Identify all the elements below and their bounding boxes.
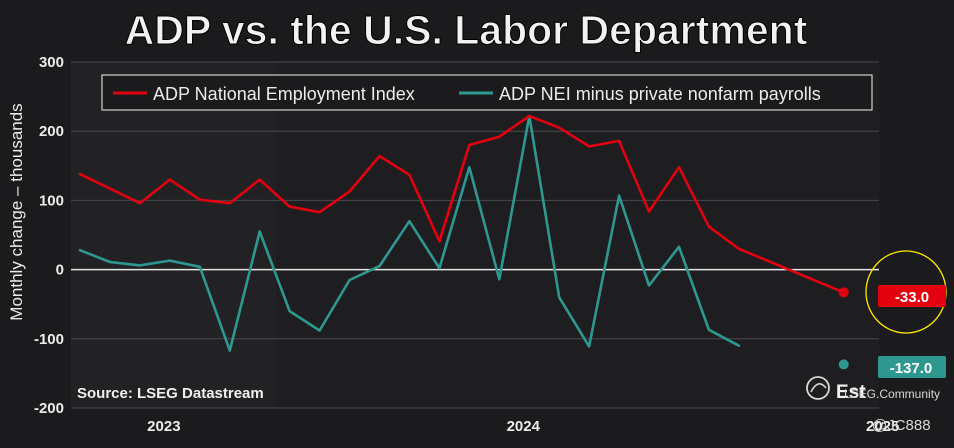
watermark-site: LSEG.Community — [844, 387, 940, 401]
est-label: Est — [836, 382, 866, 403]
legend-label-diff: ADP NEI minus private nonfarm payrolls — [499, 84, 821, 104]
y-tick-label: -100 — [34, 331, 64, 348]
y-tick-label: 200 — [39, 123, 64, 140]
chart-title: ADP vs. the U.S. Labor Department — [125, 7, 808, 53]
y-tick-label: 300 — [39, 54, 64, 71]
y-tick-label: -200 — [34, 400, 64, 417]
watermark: LSEG.Community @JC888 — [806, 376, 940, 434]
estimate-point-adp — [838, 287, 849, 298]
y-tick-label: 0 — [56, 262, 64, 279]
source-note: Source: LSEG Datastream — [77, 385, 264, 402]
est-badge-adp-label: -33.0 — [895, 289, 929, 306]
watermark-logo-mark — [810, 383, 827, 393]
legend-label-adp: ADP National Employment Index — [153, 84, 415, 104]
legend: ADP National Employment Index ADP NEI mi… — [101, 74, 873, 111]
series-line-adp — [78, 114, 741, 251]
est-badge-adp: -33.0 — [878, 285, 946, 307]
x-tick-label: 2024 — [507, 418, 541, 435]
series-layer — [78, 114, 741, 352]
estimate-point-diff — [838, 359, 849, 370]
est-badge-diff-label: -137.0 — [890, 360, 933, 377]
watermark-logo-icon — [806, 376, 830, 400]
est-badge-adp-bg — [878, 285, 946, 307]
x-tick-labels: 2023 2024 2025 — [147, 418, 899, 435]
x-tick-label: 2025 — [866, 418, 899, 435]
estimate-connector-adp — [738, 247, 845, 294]
y-axis-label: Monthly change – thousands — [7, 103, 26, 320]
y-tick-label: 100 — [39, 192, 64, 209]
watermark-handle: @JC888 — [872, 417, 931, 434]
est-badge-diff-bg — [878, 356, 946, 378]
est-badge-diff: -137.0 — [878, 356, 946, 378]
series-line-diff — [78, 114, 741, 352]
y-tick-labels: 300 200 100 0 -100 -200 — [34, 54, 64, 417]
plot-shade-left — [71, 62, 276, 408]
estimate-layer — [738, 247, 849, 370]
x-tick-label: 2023 — [147, 418, 180, 435]
